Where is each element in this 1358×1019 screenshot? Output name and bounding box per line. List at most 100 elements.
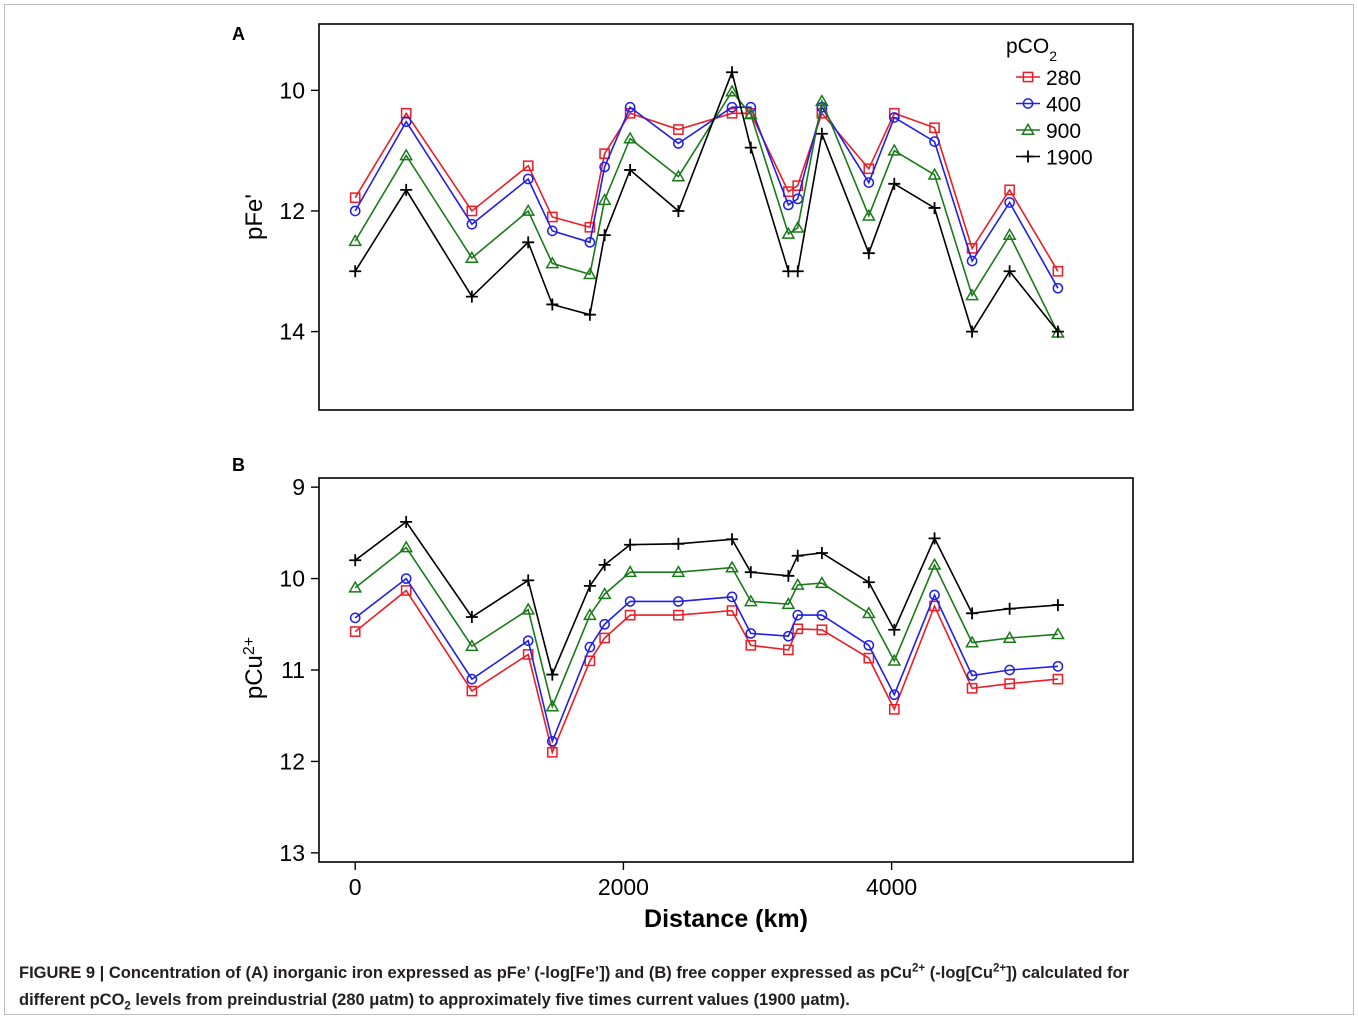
data-point (726, 101, 738, 113)
panel-letter: A (232, 24, 245, 44)
data-point (624, 538, 637, 551)
panel-b-chart: B 9 10 11 12 13 0 2000 4000 pCu2+ Distance (km) (232, 455, 1134, 933)
data-point (792, 180, 804, 191)
data-point (743, 107, 758, 120)
data-point (929, 122, 940, 134)
data-point (546, 668, 559, 681)
data-point (725, 560, 739, 573)
data-point (781, 226, 796, 239)
data-point (927, 167, 942, 180)
data-point (726, 66, 739, 79)
legend-label: 400 (1046, 94, 1081, 117)
figure-caption: FIGURE 9 | Concentration of (A) inorgani… (19, 960, 1339, 1014)
data-point (400, 107, 412, 119)
data-point (598, 229, 611, 242)
data-point (599, 161, 610, 173)
data-point (792, 193, 804, 205)
data-point (521, 602, 536, 615)
series-900 (348, 84, 1065, 338)
series-900 (348, 540, 1065, 712)
data-point (927, 557, 942, 570)
data-point (522, 236, 535, 249)
data-point (1051, 325, 1064, 338)
data-point (1004, 678, 1015, 690)
data-point (522, 574, 535, 587)
data-point (862, 247, 875, 260)
data-point (816, 609, 828, 621)
caption-text-5: levels from preindustrial (280 μatm) to … (130, 991, 850, 1009)
data-point (349, 205, 361, 217)
series-line-900 (354, 90, 1059, 334)
data-point (583, 579, 596, 592)
data-point (582, 267, 597, 280)
data-point (522, 649, 534, 660)
data-point (599, 618, 610, 630)
x-axis-label: Distance (km) (644, 905, 808, 933)
data-point (349, 626, 361, 637)
data-point (546, 746, 558, 758)
data-point (522, 173, 534, 185)
series-line-1900 (354, 69, 1059, 334)
data-point (888, 177, 901, 190)
data-point (671, 565, 686, 578)
data-point (400, 585, 412, 596)
data-point (792, 609, 804, 621)
series-280 (349, 107, 1064, 277)
data-point (928, 201, 941, 214)
y-tick-label: 13 (279, 840, 305, 866)
data-point (671, 169, 686, 182)
data-point (861, 208, 876, 221)
data-point (673, 596, 684, 607)
y-axis-label: pFe' (241, 194, 268, 240)
y-tick-label: 12 (279, 748, 305, 774)
data-point (546, 735, 558, 747)
data-point (888, 112, 900, 123)
data-point (623, 565, 638, 578)
data-point (965, 288, 979, 301)
data-point (522, 635, 534, 647)
data-point (814, 94, 829, 107)
figure-frame (4, 4, 1354, 1015)
data-point (584, 236, 596, 248)
data-point (348, 580, 363, 593)
data-point (929, 136, 940, 147)
legend-title: pCO2 (1006, 35, 1057, 64)
data-point (399, 148, 414, 161)
data-point (584, 221, 596, 233)
data-point (815, 127, 828, 140)
caption-text-4: different pCO (19, 991, 125, 1009)
legend-marker (1022, 71, 1034, 83)
data-point (1004, 197, 1015, 208)
data-point (782, 569, 795, 582)
data-point (545, 699, 560, 712)
data-point (726, 605, 738, 616)
data-point (673, 609, 684, 621)
data-point (863, 639, 875, 651)
caption-text-2: (-log[Cu (925, 964, 993, 982)
data-point (673, 138, 684, 149)
data-point (783, 644, 794, 656)
data-point (1051, 627, 1065, 640)
data-point (790, 577, 805, 590)
series-1900 (349, 515, 1064, 681)
data-point (349, 192, 361, 204)
series-line-280 (354, 589, 1058, 755)
data-point (888, 623, 901, 636)
y-tick-label: 14 (279, 319, 305, 345)
data-point (815, 546, 828, 559)
y-axis-label: pCu2+ (241, 637, 269, 699)
data-point (726, 533, 739, 546)
data-point (546, 225, 558, 237)
plot-frame (318, 23, 1134, 411)
data-point (1004, 184, 1015, 196)
caption-sub-1: 2 (124, 1000, 131, 1013)
data-point (887, 653, 902, 666)
data-point (887, 143, 902, 156)
data-point (598, 558, 611, 571)
data-point (1003, 265, 1016, 278)
data-point (349, 554, 362, 567)
data-point (783, 199, 794, 211)
data-point (965, 635, 979, 648)
data-point (814, 576, 829, 589)
data-point (399, 540, 414, 553)
